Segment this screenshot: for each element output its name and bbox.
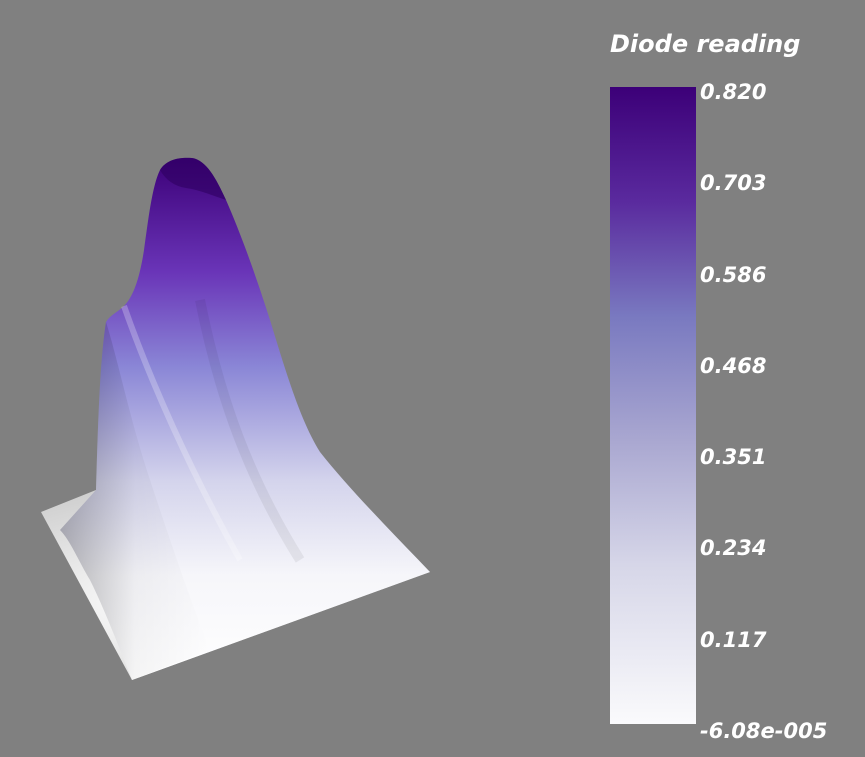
colorbar-tick-label: 0.234	[700, 536, 767, 561]
colorbar-tick-label: 0.117	[700, 627, 767, 652]
surface-fold-1	[121, 305, 243, 562]
colorbar-tick-label: 0.820	[700, 80, 767, 104]
colorbar-tick-label: 0.586	[700, 262, 767, 287]
colorbar-tick-label: -6.08e-005	[700, 719, 828, 743]
surface-shadow	[60, 322, 210, 680]
surface-fold-2	[195, 299, 305, 563]
colorbar-tick-label: 0.468	[700, 353, 767, 378]
colorbar-tick-label: 0.703	[700, 171, 767, 196]
colorbar-title: Diode reading	[610, 30, 801, 58]
surface-ridge	[160, 157, 226, 200]
colorbar	[610, 87, 696, 724]
colorbar-tick-label: 0.351	[700, 445, 767, 470]
colorbar-gradient	[610, 87, 696, 724]
